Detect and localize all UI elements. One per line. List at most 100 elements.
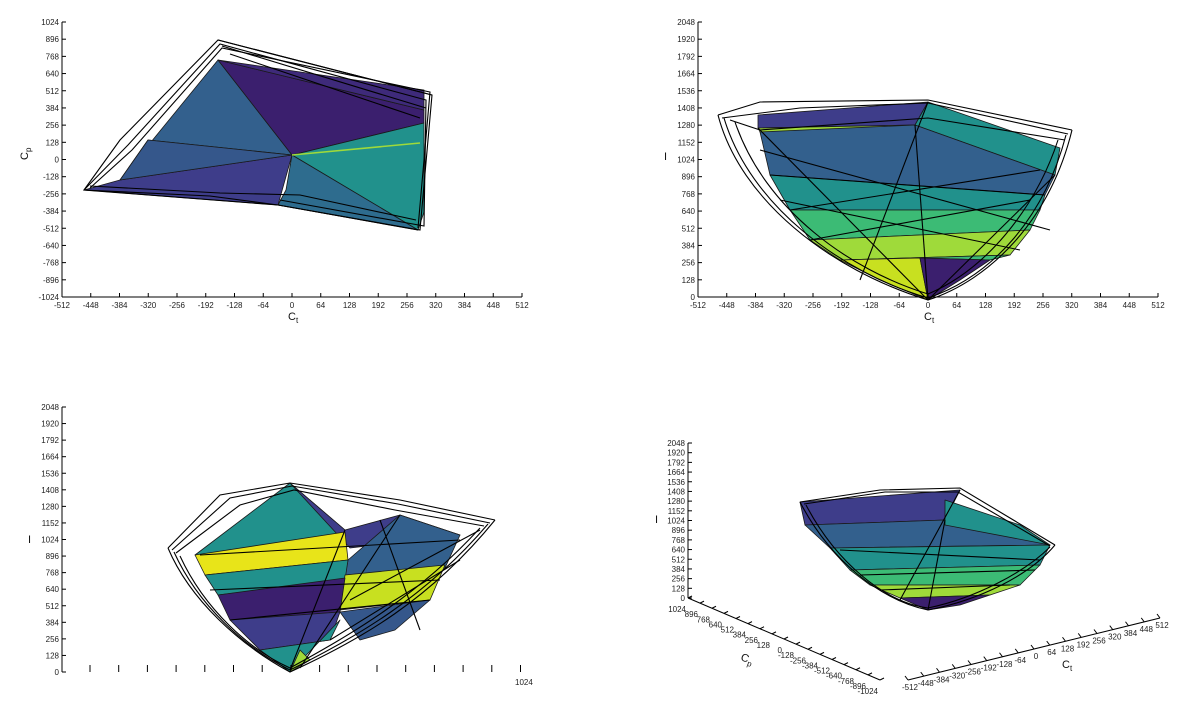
cp-tick-label: 896	[685, 610, 699, 619]
face	[899, 594, 991, 611]
x-tick-label: -512	[690, 301, 707, 310]
hull-edge	[229, 53, 421, 119]
hull-edge	[167, 482, 496, 549]
ct-tick-label: 128	[1061, 644, 1075, 653]
face	[119, 139, 293, 181]
hull-edge	[171, 485, 491, 551]
z-tick-label: 0	[681, 594, 686, 603]
z-axis-label: I	[655, 514, 658, 526]
tick-mark	[1046, 640, 1051, 646]
tick-mark	[983, 656, 988, 661]
tick-mark	[1030, 644, 1035, 650]
x-tick-label: 1024	[515, 678, 533, 687]
cp-tick-label: -256	[790, 656, 807, 665]
tick-mark	[1093, 629, 1098, 634]
y-tick-label: 768	[46, 569, 60, 578]
y-tick-label: 256	[46, 635, 60, 644]
y-tick-label: 512	[46, 87, 60, 96]
tick-mark	[951, 664, 956, 669]
ct-tick-label: 0	[1034, 652, 1039, 661]
tick-mark	[831, 657, 837, 660]
cp-tick-label: 512	[721, 626, 735, 635]
y-ticks: 1024 896 768 640 512 384 256 128 0 -128 -256 -384 -5…	[39, 18, 66, 302]
x-tick-label: -320	[776, 301, 793, 310]
hull-edge	[809, 199, 1031, 241]
cp-tick-label: 256	[745, 636, 759, 645]
x-tick-label: 384	[458, 301, 472, 310]
cp-tick-label: 768	[697, 615, 711, 624]
y-tick-label: 1664	[677, 70, 695, 79]
y-tick-label: 1408	[41, 486, 59, 495]
x-tick-label: 448	[1123, 301, 1137, 310]
y-tick-label: 1024	[677, 156, 695, 165]
y-tick-label: 640	[46, 70, 60, 79]
y-tick-label: 896	[46, 35, 60, 44]
ct-tick-label: -512	[902, 683, 919, 692]
panel-side-view-cp: 2048192017921664153614081280115210248967…	[28, 403, 533, 687]
y-tick-label: 1280	[41, 502, 59, 511]
tick-mark	[819, 651, 825, 655]
cp-ticks: 10248967686405123842561280-128-256-384-5…	[668, 595, 885, 696]
y-tick-label: 1536	[677, 87, 695, 96]
tick-mark	[1014, 648, 1019, 654]
x-tick-label: -256	[805, 301, 822, 310]
x-tick-label: -128	[862, 301, 879, 310]
y-tick-label: 512	[682, 224, 696, 233]
cp-tick-label: -128	[778, 651, 795, 660]
tick-mark	[904, 675, 909, 681]
y-tick-label: 384	[682, 241, 696, 250]
hull-edge	[879, 584, 1011, 591]
y-tick-label: 1024	[41, 536, 59, 545]
cp-tick-label: 384	[733, 631, 747, 640]
hull-edge	[927, 174, 1056, 301]
x-tick-label: 448	[487, 301, 501, 310]
y-tick-label: 0	[691, 293, 696, 302]
x-axis-label: Ct	[924, 311, 935, 325]
y-tick-label: -256	[43, 190, 60, 199]
y-tick-label: 640	[46, 585, 60, 594]
ct-tick-label: 448	[1140, 625, 1154, 634]
x-tick-label: -64	[893, 301, 905, 310]
x-tick-label: 192	[1008, 301, 1022, 310]
y-tick-label: 384	[46, 618, 60, 627]
cp-tick-label: 1024	[668, 605, 686, 614]
hull-edge	[217, 39, 433, 96]
z-tick-label: 768	[672, 536, 686, 545]
tick-mark	[936, 667, 940, 673]
hull-edge	[175, 489, 485, 554]
z-tick-label: 1536	[667, 478, 685, 487]
tick-mark	[1109, 625, 1114, 630]
tick-mark	[1077, 633, 1082, 638]
tick-mark	[783, 636, 789, 640]
hull-edge	[329, 559, 461, 641]
y-tick-label: 1024	[41, 18, 59, 27]
z-tick-label: 1152	[668, 507, 686, 516]
z-tick-label: 896	[672, 526, 686, 535]
y-tick-label: 1280	[677, 121, 695, 130]
y-tick-label: 128	[46, 651, 60, 660]
tick-mark	[747, 621, 753, 625]
y-tick-label: 512	[46, 602, 60, 611]
hull-edge	[289, 529, 346, 671]
hull-edge	[717, 99, 1073, 131]
ct-tick-label: -256	[965, 668, 982, 677]
ct-tick-label: 384	[1124, 629, 1138, 638]
polyhedron-faces-side-cp	[194, 482, 461, 673]
x-tick-label: 512	[515, 301, 529, 310]
hull-edge	[759, 149, 1051, 231]
cp-tick-label: 640	[709, 620, 723, 629]
ct-tick-label: 64	[1047, 648, 1056, 657]
hull-edge	[803, 491, 1051, 547]
tick-mark	[711, 605, 717, 609]
hull-edge	[229, 599, 431, 621]
hull-edge	[721, 102, 1069, 135]
ct-tick-label: 192	[1077, 640, 1091, 649]
polyhedron-faces-3d	[799, 489, 1051, 611]
y-tick-label: 1792	[41, 436, 59, 445]
cp-tick-label: -896	[850, 682, 867, 691]
cp-tick-label: -640	[826, 672, 843, 681]
face	[919, 257, 991, 301]
x-tick-label: 384	[1094, 301, 1108, 310]
hull-edge	[769, 174, 1046, 196]
hull-edge	[379, 519, 421, 631]
